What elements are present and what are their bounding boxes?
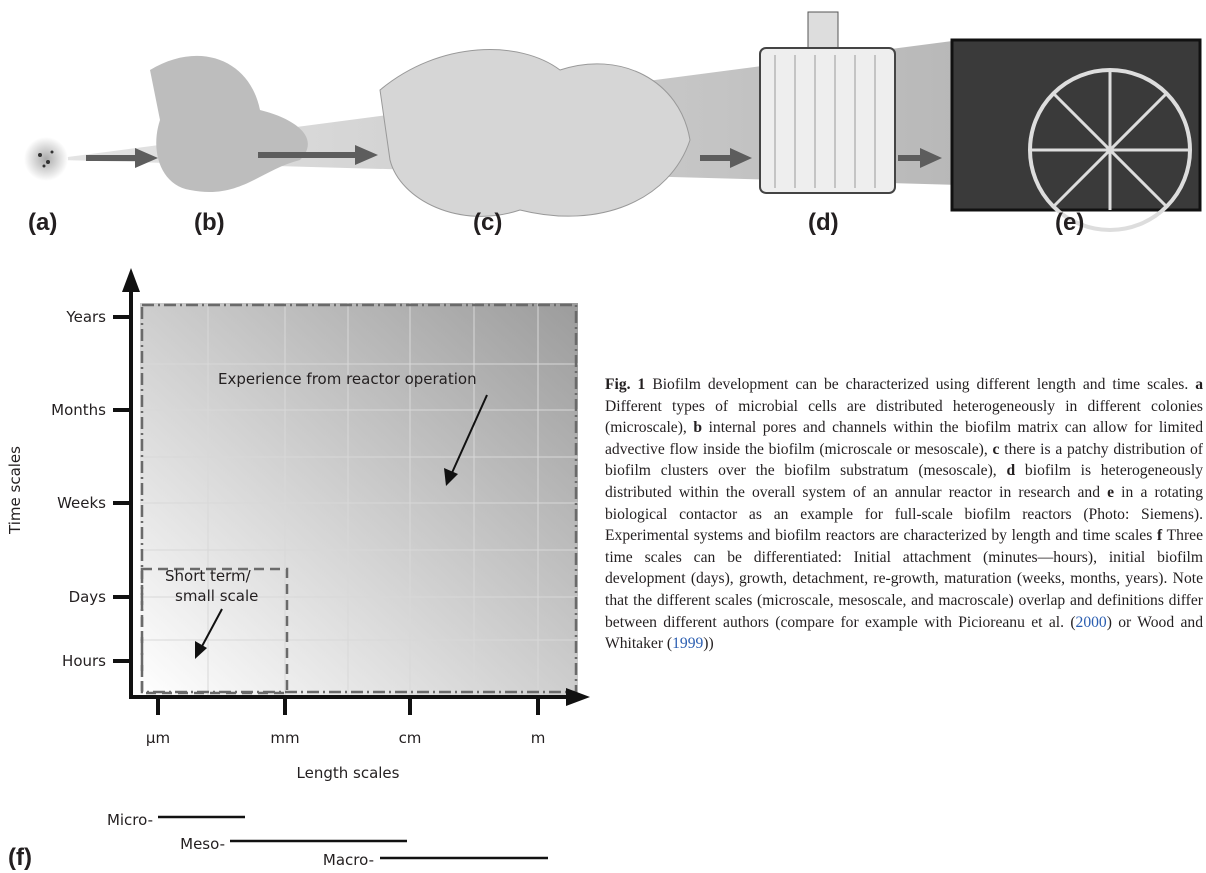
caption-text: biofilm is heterogeneously distributed w… bbox=[605, 462, 1203, 501]
x-label: µm bbox=[146, 729, 170, 747]
rotating-contactor-photo bbox=[950, 38, 1202, 232]
annotation: Experience from reactor operation bbox=[218, 370, 477, 388]
citation-link[interactable]: 1999 bbox=[672, 635, 704, 653]
caption-bold: f bbox=[1156, 527, 1163, 545]
panel-label: (c) bbox=[473, 209, 502, 236]
y-axis-title: Time scales bbox=[6, 446, 24, 535]
axes bbox=[129, 285, 570, 699]
scale-label: Meso- bbox=[180, 835, 225, 853]
panel-label: (a) bbox=[28, 209, 57, 236]
scale-label: Micro- bbox=[107, 811, 153, 829]
panel-label: (d) bbox=[808, 209, 839, 236]
arrow-head bbox=[444, 468, 458, 486]
biofilm-pores bbox=[150, 55, 308, 193]
y-label: Years bbox=[65, 308, 106, 326]
caption-bold: a bbox=[1195, 376, 1203, 393]
x-label: cm bbox=[399, 729, 422, 747]
y-label: Hours bbox=[62, 652, 106, 670]
x-label: m bbox=[531, 729, 546, 747]
x-label: mm bbox=[270, 729, 299, 747]
diagram-area bbox=[140, 303, 578, 695]
caption-bold: d bbox=[1006, 462, 1016, 480]
caption-text: there is a patchy distribution of biofil… bbox=[605, 440, 1203, 480]
y-label: Days bbox=[69, 588, 107, 606]
arrow-head bbox=[195, 641, 207, 659]
arrows bbox=[86, 145, 942, 168]
reactor-box bbox=[140, 303, 578, 694]
caption-text: Three time scales can be differentiated:… bbox=[605, 527, 1203, 631]
caption-text: Different types of microbial cells are d… bbox=[605, 397, 1203, 437]
caption-bold: c bbox=[992, 440, 1000, 458]
caption-text: in a rotating biological contactor as an… bbox=[605, 483, 1203, 545]
caption: Fig. 1 Biofilm development can be charac… bbox=[605, 374, 1203, 655]
biofilm-clusters bbox=[379, 49, 691, 217]
short-term-box bbox=[140, 567, 289, 695]
scale-label: Macro- bbox=[323, 851, 374, 869]
caption-bold: b bbox=[693, 419, 703, 437]
y-label: Months bbox=[51, 401, 106, 419]
citation-link[interactable]: 2000 bbox=[1075, 613, 1107, 631]
panel-label: (e) bbox=[1055, 209, 1084, 236]
annular-reactor bbox=[759, 11, 896, 194]
y-label: Weeks bbox=[57, 494, 106, 512]
scale-bars bbox=[158, 815, 548, 860]
cell-cluster bbox=[24, 137, 68, 181]
annotation: small scale bbox=[175, 587, 258, 605]
ticks bbox=[113, 315, 540, 715]
caption-text: )) bbox=[703, 635, 714, 653]
x-arrow bbox=[566, 688, 590, 706]
annotation: Short term/ bbox=[165, 567, 252, 585]
caption-bold: e bbox=[1107, 483, 1115, 501]
y-arrow bbox=[122, 268, 140, 292]
panel-label: (b) bbox=[194, 209, 225, 236]
panel-label: (f) bbox=[8, 844, 32, 871]
grid bbox=[140, 303, 578, 695]
caption-text: ) or Wood and Whitaker ( bbox=[605, 613, 1203, 653]
x-axis-title: Length scales bbox=[297, 764, 400, 782]
caption-text: internal pores and channels within the b… bbox=[605, 419, 1203, 458]
annotation-arrows bbox=[199, 394, 488, 651]
caption-text: Biofilm development can be characterized… bbox=[645, 376, 1196, 393]
caption-bold: Fig. 1 bbox=[605, 376, 646, 393]
cells bbox=[38, 150, 54, 168]
